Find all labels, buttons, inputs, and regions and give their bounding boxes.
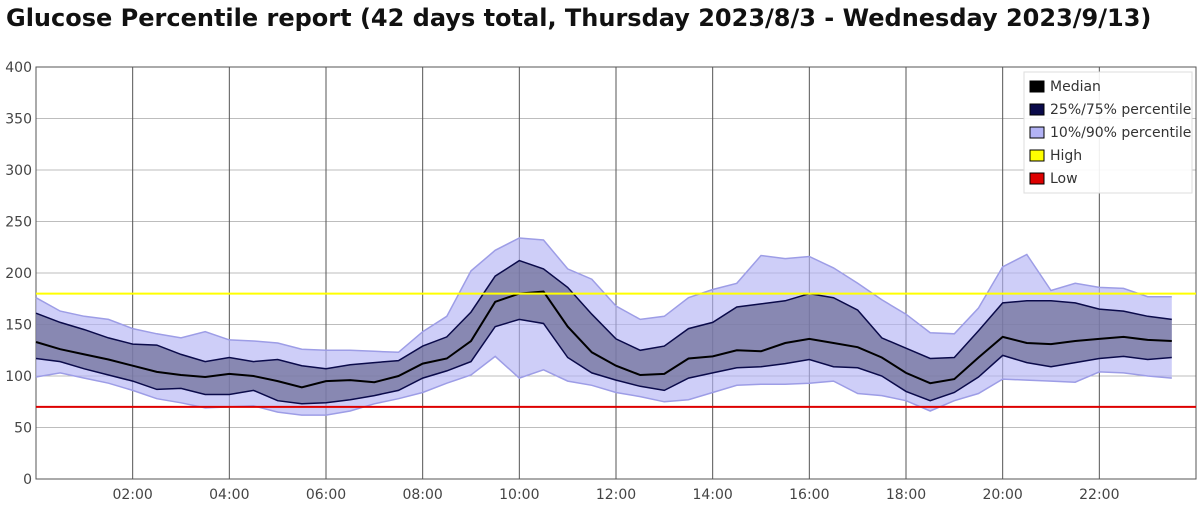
- line-median: [35, 290, 1172, 389]
- x-tick-label: 06:00: [306, 487, 346, 503]
- x-tick-label: 02:00: [112, 487, 152, 503]
- x-tick-label: 22:00: [1079, 487, 1119, 503]
- legend: Median 25%/75% percentile 10%/90% percenti…: [1023, 71, 1193, 194]
- y-tick-label: 200: [5, 266, 32, 282]
- x-tick-label: 16:00: [789, 487, 829, 503]
- legend-label: Median: [1050, 79, 1101, 95]
- x-tick-label: 20:00: [982, 487, 1022, 503]
- legend-swatch: [1029, 126, 1045, 139]
- x-tick-label: 04:00: [209, 487, 249, 503]
- x-tick-label: 18:00: [886, 487, 926, 503]
- y-axis-tick-labels: 0 50 100 150 200 250 300 350 400: [5, 60, 32, 488]
- y-tick-label: 400: [5, 60, 32, 76]
- plot-frame: [35, 66, 1197, 480]
- series-lines: [35, 259, 1196, 408]
- legend-label: 25%/75% percentile: [1050, 102, 1191, 118]
- legend-swatch: [1029, 80, 1045, 93]
- legend-swatch: [1029, 103, 1045, 116]
- legend-label: 10%/90% percentile: [1050, 125, 1191, 141]
- line-75th-percentile: [35, 259, 1172, 370]
- x-tick-label: 14:00: [692, 487, 732, 503]
- legend-box: [1023, 71, 1193, 194]
- x-axis-tick-labels: 02:00 04:00 06:00 08:00 10:00 12:00 14:00 16:00…: [112, 487, 1119, 503]
- chart-title: Glucose Percentile report (42 days total…: [6, 4, 1152, 32]
- band-25-75: [36, 260, 1172, 404]
- y-tick-label: 50: [14, 421, 32, 437]
- y-tick-label: 100: [5, 369, 32, 385]
- y-tick-label: 300: [5, 163, 32, 179]
- legend-swatch: [1029, 172, 1045, 185]
- y-tick-label: 0: [23, 472, 32, 488]
- y-tick-label: 350: [5, 112, 32, 128]
- y-tick-label: 250: [5, 215, 32, 231]
- x-tick-label: 08:00: [402, 487, 442, 503]
- line-25th-percentile: [35, 318, 1172, 405]
- legend-swatch: [1029, 149, 1045, 162]
- legend-label: High: [1050, 148, 1082, 164]
- x-tick-label: 12:00: [596, 487, 636, 503]
- legend-label: Low: [1050, 171, 1078, 187]
- y-tick-label: 150: [5, 318, 32, 334]
- x-tick-label: 10:00: [499, 487, 539, 503]
